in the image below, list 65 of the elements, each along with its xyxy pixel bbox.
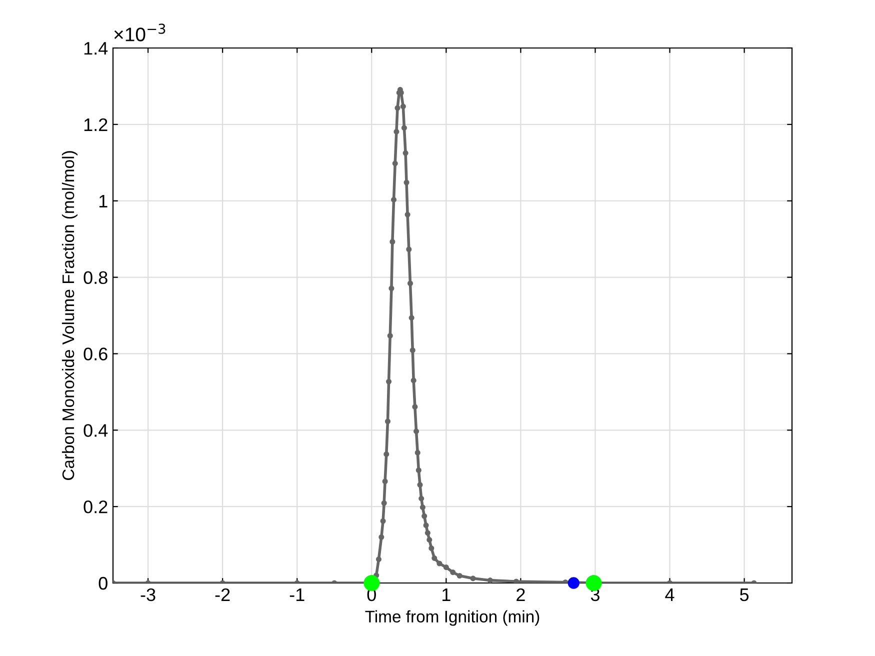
point: [380, 518, 386, 524]
point: [414, 450, 420, 456]
point: [394, 105, 400, 111]
point: [417, 482, 423, 488]
point: [568, 577, 580, 589]
x-tick-label: 4: [665, 588, 674, 601]
x-tick-label: 2: [516, 588, 525, 601]
x-tick-label: -3: [140, 588, 156, 602]
point: [381, 500, 387, 506]
point: [384, 418, 391, 424]
x-tick-label: 1: [442, 588, 450, 601]
x-axis-title: Time from Ignition (min): [365, 610, 540, 626]
x-tick-label: -1: [290, 588, 304, 601]
point: [376, 556, 382, 562]
y-tick-label: 1.2: [84, 118, 108, 131]
point: [407, 280, 414, 286]
point: [414, 428, 420, 434]
point: [423, 522, 429, 528]
point: [432, 555, 438, 561]
x-tick-label: 5: [740, 588, 749, 602]
y-axis-title: Carbon Monoxide Volume Fraction (mol/mol): [62, 151, 78, 480]
point: [387, 332, 393, 339]
x-tick-label: -2: [215, 588, 230, 601]
point: [390, 196, 397, 202]
point: [410, 347, 416, 354]
point: [420, 504, 426, 510]
point: [450, 570, 456, 576]
point: [470, 576, 476, 582]
point: [487, 578, 493, 583]
point: [586, 575, 602, 591]
point: [378, 534, 384, 540]
point: [401, 125, 407, 131]
point: [406, 246, 412, 252]
y-tick-label: 1: [99, 194, 108, 208]
point: [402, 150, 408, 156]
point: [416, 467, 422, 474]
point: [390, 238, 396, 245]
y-tick-label: 0.4: [84, 424, 108, 437]
point: [404, 212, 410, 218]
point: [386, 378, 392, 384]
point: [392, 160, 398, 166]
point: [443, 564, 449, 570]
point: [404, 180, 410, 186]
y-tick-label: 0.8: [84, 271, 108, 284]
point: [418, 496, 424, 502]
point: [382, 478, 388, 484]
point: [436, 560, 442, 566]
point: [428, 545, 434, 552]
point: [410, 378, 416, 384]
text: ×10$^{−3}$: [114, 24, 166, 42]
point: [424, 530, 430, 536]
point: [400, 104, 406, 110]
point: [422, 513, 428, 519]
point: [456, 572, 462, 579]
point: [412, 404, 418, 410]
point: [408, 315, 414, 321]
point: [394, 128, 400, 134]
point: [388, 286, 394, 292]
y-tick-label: 1.4: [84, 42, 108, 55]
point: [426, 537, 432, 543]
y-tick-label: 0: [98, 576, 108, 590]
y-tick-label: 0.2: [84, 500, 108, 514]
y-tick-label: 0.6: [84, 348, 108, 360]
point: [364, 575, 380, 591]
point: [384, 451, 390, 457]
